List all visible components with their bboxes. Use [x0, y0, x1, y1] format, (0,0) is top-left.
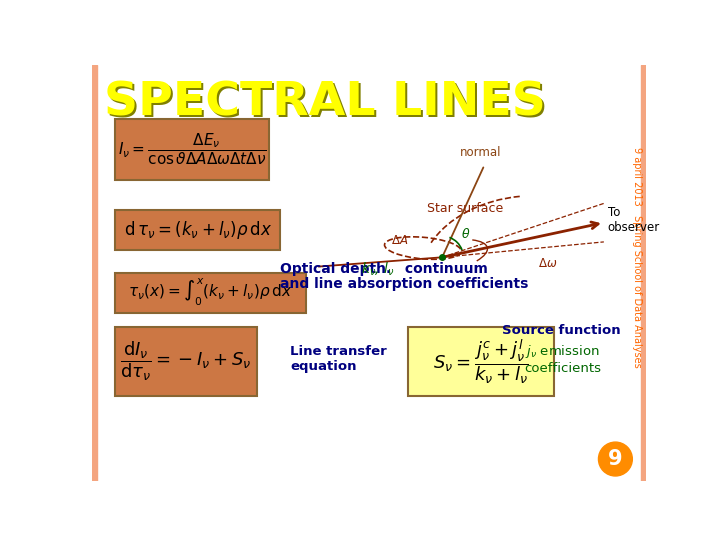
- Text: SPECTRAL LINES: SPECTRAL LINES: [104, 80, 546, 125]
- FancyBboxPatch shape: [408, 327, 554, 396]
- Text: Source function: Source function: [502, 324, 621, 337]
- FancyBboxPatch shape: [115, 210, 281, 249]
- Text: $S_{\nu}=\dfrac{j_{\nu}^{c}+j_{\nu}^{l}}{k_{\nu}+l_{\nu}}$: $S_{\nu}=\dfrac{j_{\nu}^{c}+j_{\nu}^{l}}…: [433, 337, 528, 386]
- Text: 9: 9: [608, 449, 623, 469]
- Text: Line transfer
equation: Line transfer equation: [290, 345, 387, 373]
- Circle shape: [598, 442, 632, 476]
- Text: $\Delta A$: $\Delta A$: [391, 234, 408, 247]
- Text: $k_{\nu}$, $l_{\nu}$: $k_{\nu}$, $l_{\nu}$: [361, 260, 395, 278]
- FancyBboxPatch shape: [115, 327, 257, 396]
- Text: $\mathrm{d}\,\tau_{\nu} = (k_{\nu}+l_{\nu})\rho\,\mathrm{d}x$: $\mathrm{d}\,\tau_{\nu} = (k_{\nu}+l_{\n…: [124, 219, 271, 241]
- Text: $j_{\nu}$ emission
coefficients: $j_{\nu}$ emission coefficients: [523, 343, 600, 375]
- FancyBboxPatch shape: [115, 273, 306, 313]
- Text: and line absorption coefficients: and line absorption coefficients: [281, 277, 528, 291]
- Bar: [92, 65, 97, 481]
- Text: $\Delta\omega$: $\Delta\omega$: [539, 257, 558, 270]
- Text: normal: normal: [460, 146, 501, 159]
- Text: $I_{\nu} = \dfrac{\Delta E_{\nu}}{\cos\vartheta\Delta A\Delta\omega\Delta t\Delt: $I_{\nu} = \dfrac{\Delta E_{\nu}}{\cos\v…: [117, 132, 266, 167]
- Text: continuum: continuum: [400, 262, 487, 276]
- Text: $\theta$: $\theta$: [461, 227, 470, 241]
- FancyBboxPatch shape: [115, 119, 269, 180]
- Text: $\dfrac{\mathrm{d}I_{\nu}}{\mathrm{d}\tau_{\nu}}=-I_{\nu}+S_{\nu}$: $\dfrac{\mathrm{d}I_{\nu}}{\mathrm{d}\ta…: [120, 340, 252, 383]
- Text: Optical depth.: Optical depth.: [281, 262, 397, 276]
- Text: 9 april 2013   Spring School of Data Analyses: 9 april 2013 Spring School of Data Analy…: [632, 147, 642, 368]
- Text: To
observer: To observer: [608, 206, 660, 234]
- Text: Star surface: Star surface: [427, 202, 503, 215]
- Text: S​PECTRAL LINES: S​PECTRAL LINES: [106, 82, 548, 127]
- Bar: [641, 65, 647, 481]
- Text: $\tau_{\nu}(x)=\int_{0}^{x}(k_{\nu}+l_{\nu})\rho\,\mathrm{d}x$: $\tau_{\nu}(x)=\int_{0}^{x}(k_{\nu}+l_{\…: [128, 277, 292, 308]
